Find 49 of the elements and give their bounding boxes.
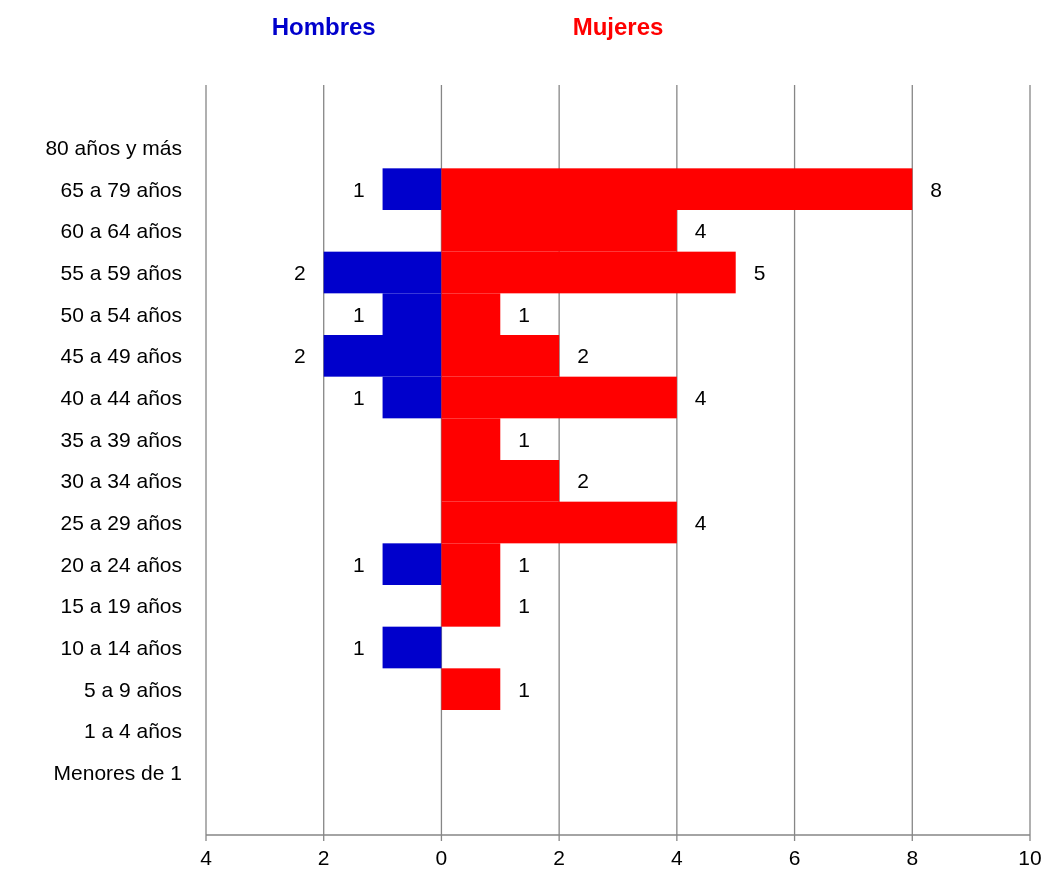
text: Mujeres bbox=[572, 13, 664, 40]
x-tick-label: 6 bbox=[788, 846, 801, 869]
y-tick-label: 45 a 49 años bbox=[60, 344, 182, 368]
data-label: 4 bbox=[694, 510, 707, 534]
x-tick-label: 4 bbox=[200, 846, 213, 869]
data-label: 1 bbox=[518, 594, 530, 618]
y-tick-label: 60 a 64 años bbox=[60, 219, 182, 243]
x-tick-label: 8 bbox=[906, 846, 919, 869]
data-label: 1 bbox=[518, 677, 530, 701]
y-tick-label: 35 a 39 años bbox=[60, 427, 182, 451]
y-tick-label: 10 a 14 años bbox=[60, 635, 182, 659]
data-label: 2 bbox=[577, 469, 589, 493]
y-tick-label: 1 a 4 años bbox=[83, 719, 182, 743]
data-label: 5 bbox=[753, 260, 766, 284]
bar bbox=[382, 543, 442, 585]
y-tick-label: 15 a 19 años bbox=[60, 594, 182, 618]
x-tick-label: 2 bbox=[553, 846, 565, 869]
bar bbox=[382, 168, 442, 210]
data-label: 2 bbox=[577, 344, 589, 368]
data-label: 4 bbox=[694, 219, 707, 243]
y-tick-label: 30 a 34 años bbox=[60, 469, 182, 493]
y-tick-label: Menores de 1 bbox=[53, 760, 182, 784]
data-label: 1 bbox=[352, 552, 365, 576]
x-tick-label: 2 bbox=[317, 846, 330, 869]
data-label: 2 bbox=[294, 344, 306, 368]
data-label: 1 bbox=[352, 302, 365, 326]
data-label: 1 bbox=[352, 635, 365, 659]
text: Hombres bbox=[271, 13, 376, 40]
data-label: 8 bbox=[930, 177, 942, 201]
data-label: 1 bbox=[518, 427, 530, 451]
y-tick-label: 65 a 79 años bbox=[60, 177, 182, 201]
y-tick-label: 80 años y más bbox=[45, 135, 182, 159]
y-tick-label: 5 a 9 años bbox=[83, 677, 182, 701]
y-tick-label: 40 a 44 años bbox=[60, 385, 182, 409]
y-tick-label: 25 a 29 años bbox=[60, 510, 182, 534]
x-tick-label: 4 bbox=[671, 846, 684, 869]
x-tick-label: 0 bbox=[435, 846, 448, 869]
data-label: 1 bbox=[352, 385, 365, 409]
y-tick-label: 20 a 24 años bbox=[60, 552, 182, 576]
y-tick-label: 55 a 59 años bbox=[60, 260, 182, 284]
bar bbox=[441, 668, 501, 710]
bar bbox=[382, 626, 442, 669]
data-label: 2 bbox=[294, 260, 306, 284]
x-tick-label: 10 bbox=[1018, 846, 1042, 869]
y-tick-label: 50 a 54 años bbox=[60, 302, 182, 326]
data-label: 1 bbox=[518, 302, 530, 326]
data-label: 1 bbox=[518, 552, 530, 576]
data-label: 4 bbox=[694, 385, 707, 409]
data-label: 1 bbox=[352, 177, 365, 201]
